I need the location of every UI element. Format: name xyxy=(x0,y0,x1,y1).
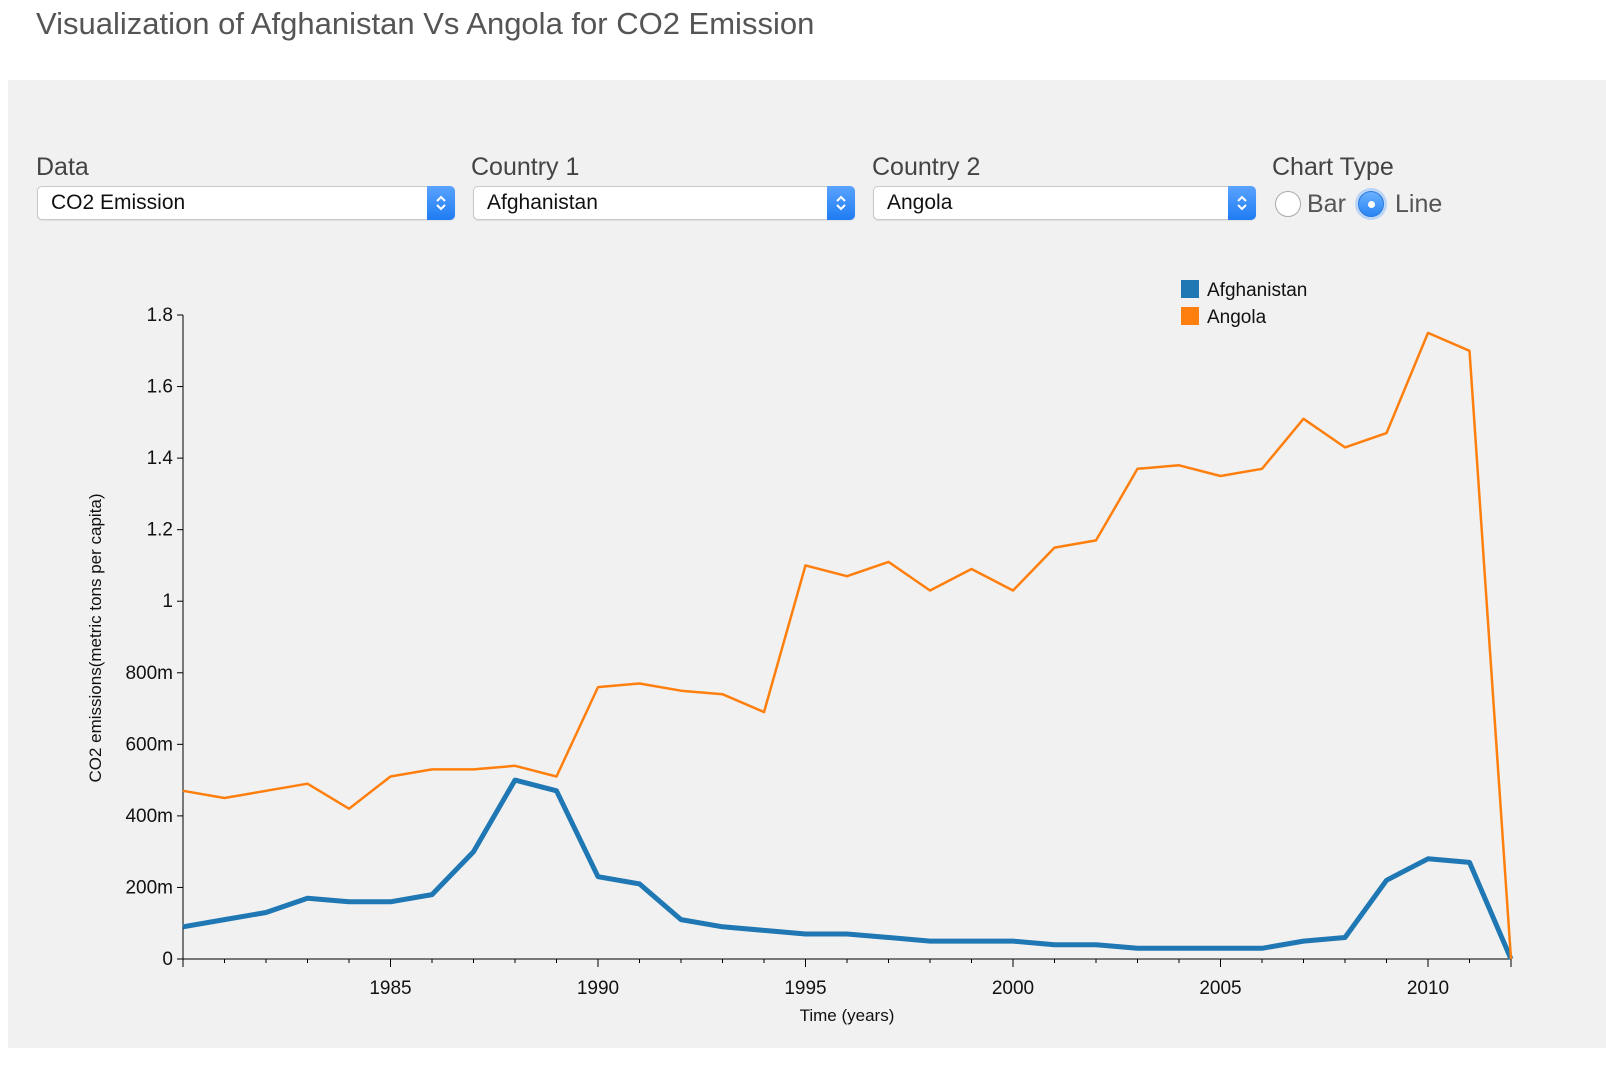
radio-line-label[interactable]: Line xyxy=(1395,190,1443,218)
country1-select-value: Afghanistan xyxy=(487,191,598,214)
chevron-updown-icon xyxy=(427,186,455,220)
radio-bar[interactable] xyxy=(1275,191,1301,217)
radio-selected-dot xyxy=(1368,201,1375,208)
chevron-updown-icon xyxy=(827,186,855,220)
data-label: Data xyxy=(36,153,89,181)
data-select-value: CO2 Emission xyxy=(51,191,186,214)
radio-line[interactable] xyxy=(1358,191,1384,217)
country1-label: Country 1 xyxy=(471,153,580,181)
chart-panel xyxy=(8,80,1606,1048)
country2-label: Country 2 xyxy=(872,153,981,181)
radio-bar-label[interactable]: Bar xyxy=(1307,190,1346,218)
country1-select[interactable]: Afghanistan xyxy=(473,186,855,220)
page-title: Visualization of Afghanistan Vs Angola f… xyxy=(36,6,815,41)
country2-select-value: Angola xyxy=(887,191,953,214)
data-select[interactable]: CO2 Emission xyxy=(37,186,455,220)
chart-type-label: Chart Type xyxy=(1272,153,1394,181)
country2-select[interactable]: Angola xyxy=(873,186,1256,220)
chevron-updown-icon xyxy=(1228,186,1256,220)
